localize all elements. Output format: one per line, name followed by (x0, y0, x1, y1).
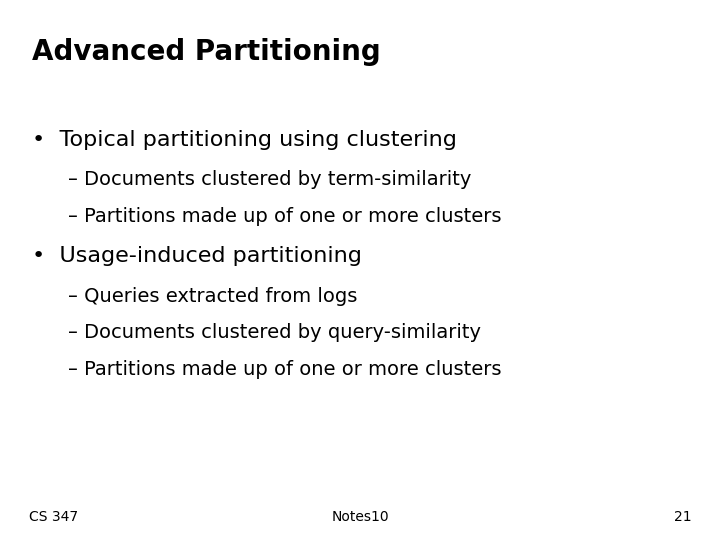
Text: CS 347: CS 347 (29, 510, 78, 524)
Text: – Partitions made up of one or more clusters: – Partitions made up of one or more clus… (68, 360, 502, 379)
Text: •  Topical partitioning using clustering: • Topical partitioning using clustering (32, 130, 457, 150)
Text: Advanced Partitioning: Advanced Partitioning (32, 38, 381, 66)
Text: – Documents clustered by query-similarity: – Documents clustered by query-similarit… (68, 323, 482, 342)
Text: •  Usage-induced partitioning: • Usage-induced partitioning (32, 246, 362, 266)
Text: Notes10: Notes10 (331, 510, 389, 524)
Text: – Queries extracted from logs: – Queries extracted from logs (68, 287, 358, 306)
Text: – Partitions made up of one or more clusters: – Partitions made up of one or more clus… (68, 207, 502, 226)
Text: – Documents clustered by term-similarity: – Documents clustered by term-similarity (68, 170, 472, 189)
Text: 21: 21 (674, 510, 691, 524)
